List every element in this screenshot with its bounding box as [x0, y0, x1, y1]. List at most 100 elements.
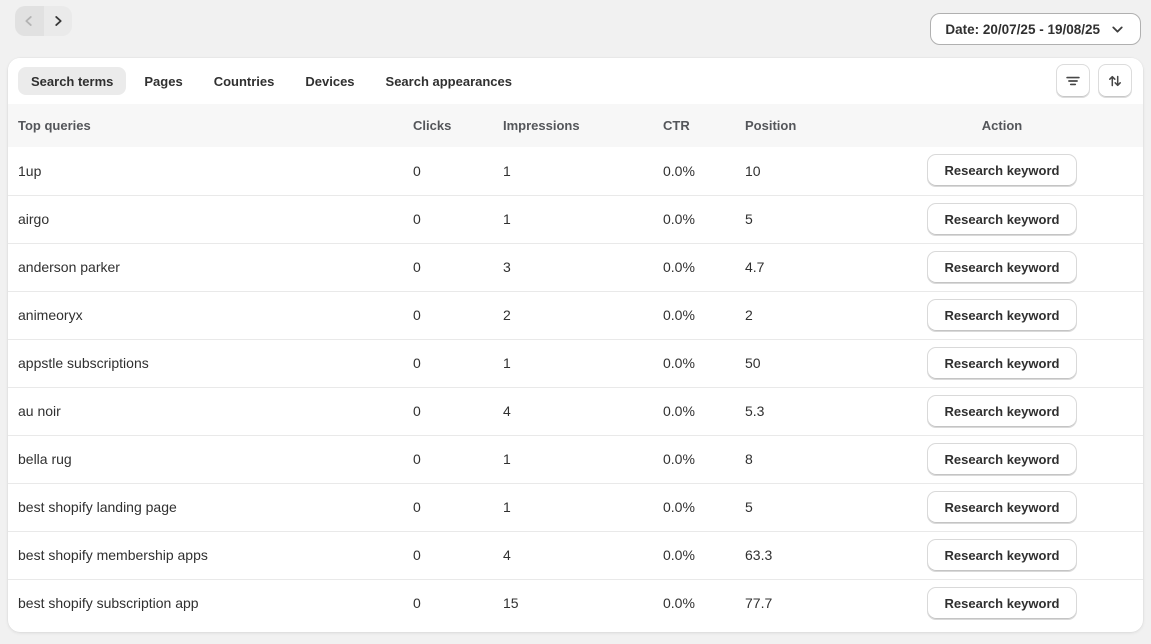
query-cell: au noir	[8, 386, 413, 435]
ctr-cell: 0.0%	[663, 386, 745, 435]
tab-pages[interactable]: Pages	[131, 67, 195, 95]
ctr-cell: 0.0%	[663, 194, 745, 243]
impressions-cell: 1	[503, 434, 663, 483]
back-button[interactable]	[15, 6, 44, 36]
impressions-cell: 4	[503, 386, 663, 435]
column-header-position: Position	[745, 104, 861, 147]
sort-icon	[1109, 75, 1121, 87]
ctr-cell: 0.0%	[663, 434, 745, 483]
chevron-left-icon	[25, 16, 32, 26]
tabs: Search terms Pages Countries Devices Sea…	[18, 67, 525, 95]
position-cell: 63.3	[745, 530, 861, 579]
action-cell: Research keyword	[861, 482, 1143, 531]
action-cell: Research keyword	[861, 386, 1143, 435]
ctr-cell: 0.0%	[663, 290, 745, 339]
clicks-cell: 0	[413, 162, 421, 179]
filter-icon	[1066, 76, 1080, 86]
date-range-label: Date: 20/07/25 - 19/08/25	[945, 21, 1100, 37]
position-cell: 8	[745, 434, 861, 483]
ctr-cell: 0.0%	[663, 578, 745, 627]
ctr-cell: 0.0%	[663, 242, 745, 291]
query-cell: bella rug	[8, 434, 413, 483]
column-header-clicks: Clicks	[413, 104, 503, 147]
impressions-cell: 3	[503, 242, 663, 291]
research-keyword-button[interactable]: Research keyword	[927, 490, 1077, 524]
position-cell: 5	[745, 194, 861, 243]
pagination-controls	[15, 6, 72, 36]
table-actions	[1056, 64, 1132, 98]
table-body: 1up 0 1 0.0% 10 Research keyword airgo 0…	[8, 147, 1143, 627]
tab-devices[interactable]: Devices	[292, 67, 367, 95]
clicks-cell: 0	[413, 290, 503, 339]
topbar: Date: 20/07/25 - 19/08/25	[0, 0, 1151, 58]
research-keyword-button[interactable]: Research keyword	[927, 586, 1077, 620]
table-row: best shopify subscription app 0 15 0.0% …	[8, 578, 1143, 627]
impressions-cell: 1	[503, 162, 511, 179]
position-cell: 5	[745, 482, 861, 531]
action-cell: Research keyword	[861, 290, 1143, 339]
table-row: bella rug 0 1 0.0% 8 Research keyword	[8, 434, 1143, 483]
clicks-cell: 0	[413, 194, 503, 243]
query-cell: animeoryx	[8, 290, 413, 339]
filter-button[interactable]	[1056, 64, 1090, 98]
action-cell: Research keyword	[861, 147, 1143, 195]
clicks-cell: 0	[413, 530, 503, 579]
impressions-cell: 1	[503, 482, 663, 531]
position-cell: 50	[745, 338, 861, 387]
search-terms-table: Top queries Clicks Impressions CTR Posit…	[8, 104, 1143, 627]
table-row: appstle subscriptions 0 1 0.0% 50 Resear…	[8, 338, 1143, 387]
table-row: animeoryx 0 2 0.0% 2 Research keyword	[8, 290, 1143, 339]
clicks-cell: 0	[413, 434, 503, 483]
research-keyword-button[interactable]: Research keyword	[927, 154, 1077, 188]
research-keyword-button[interactable]: Research keyword	[927, 202, 1077, 236]
column-header-impressions: Impressions	[503, 104, 663, 147]
query-cell: best shopify subscription app	[8, 578, 413, 627]
clicks-cell: 0	[413, 482, 503, 531]
tabbar: Search terms Pages Countries Devices Sea…	[8, 58, 1143, 104]
clicks-cell: 0	[413, 578, 503, 627]
ctr-cell: 0.0%	[663, 530, 745, 579]
impressions-cell: 4	[503, 530, 663, 579]
action-cell: Research keyword	[861, 338, 1143, 387]
research-keyword-button[interactable]: Research keyword	[927, 442, 1077, 476]
clicks-cell: 0	[413, 386, 503, 435]
impressions-cell: 1	[503, 194, 663, 243]
chevron-right-icon	[55, 16, 62, 26]
tab-search-terms[interactable]: Search terms	[18, 67, 127, 95]
action-cell: Research keyword	[861, 578, 1143, 627]
position-cell: 2	[745, 290, 861, 339]
forward-button[interactable]	[43, 6, 72, 36]
ctr-cell: 0.0%	[663, 162, 695, 179]
clicks-cell: 0	[413, 338, 503, 387]
research-keyword-button[interactable]: Research keyword	[927, 298, 1077, 332]
clicks-cell: 0	[413, 242, 503, 291]
sort-button[interactable]	[1098, 64, 1132, 98]
ctr-cell: 0.0%	[663, 482, 745, 531]
table-row: airgo 0 1 0.0% 5 Research keyword	[8, 194, 1143, 243]
date-range-button[interactable]: Date: 20/07/25 - 19/08/25	[930, 13, 1141, 45]
chevron-down-icon	[1112, 26, 1123, 33]
column-header-ctr: CTR	[663, 104, 745, 147]
column-header-action: Action	[861, 104, 1143, 147]
research-keyword-button[interactable]: Research keyword	[927, 538, 1077, 572]
impressions-cell: 2	[503, 290, 663, 339]
research-keyword-button[interactable]: Research keyword	[927, 346, 1077, 380]
action-cell: Research keyword	[861, 194, 1143, 243]
tab-countries[interactable]: Countries	[201, 67, 288, 95]
query-cell: best shopify landing page	[8, 482, 413, 531]
action-cell: Research keyword	[861, 530, 1143, 579]
query-cell: best shopify membership apps	[8, 530, 413, 579]
research-keyword-button[interactable]: Research keyword	[927, 250, 1077, 284]
table-row: au noir 0 4 0.0% 5.3 Research keyword	[8, 386, 1143, 435]
query-cell: 1up	[18, 162, 42, 179]
report-card: Search terms Pages Countries Devices Sea…	[8, 58, 1143, 632]
ctr-cell: 0.0%	[663, 338, 745, 387]
query-cell: airgo	[8, 194, 413, 243]
query-cell: appstle subscriptions	[8, 338, 413, 387]
tab-search-appearances[interactable]: Search appearances	[373, 67, 525, 95]
query-cell: anderson parker	[8, 242, 413, 291]
action-cell: Research keyword	[861, 242, 1143, 291]
column-header-top-queries: Top queries	[8, 104, 413, 147]
research-keyword-button[interactable]: Research keyword	[927, 394, 1077, 428]
table-row: best shopify membership apps 0 4 0.0% 63…	[8, 530, 1143, 579]
